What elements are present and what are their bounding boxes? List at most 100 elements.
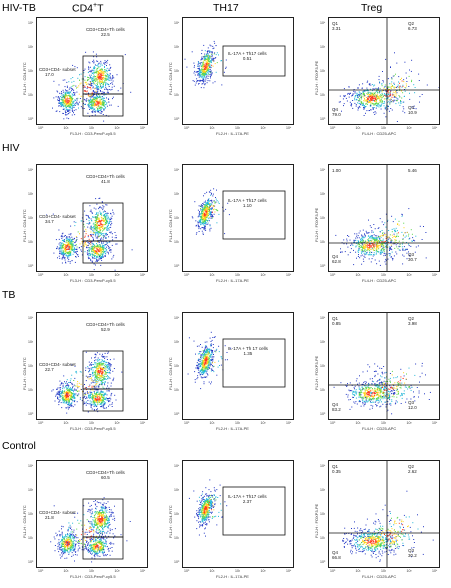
treg-plot-row4-quadrant-q1-name: Q1 — [332, 464, 339, 469]
cd4-plot-row3-gate-subset-label: CD3+CD4- subset 22.7 — [39, 362, 76, 372]
th17-plot-row4-xtick: 10⁴ — [286, 569, 292, 573]
treg-plot-row2-xtick: 10² — [381, 273, 387, 277]
treg-plot-row4-ytick: 10¹ — [320, 536, 326, 540]
cd4-plot-row1-gate-th-label: CD3+CD4+Th cells 22.5 — [86, 27, 125, 37]
treg-plot-row1-quadrant-q3-name: Q3 — [408, 105, 415, 110]
th17-plot-row1-scatter — [184, 40, 286, 89]
treg-plot-row3-xtick: 10² — [381, 421, 387, 425]
treg-plot-row2-xlabel: FL4-H : CD25-APC — [362, 278, 397, 283]
cd4-plot-row1-scatter — [52, 51, 132, 122]
cd4-plot-row4-ytick: 10⁴ — [28, 464, 34, 468]
treg-plot-row1-quadrant-q3: Q3 10.9 — [408, 105, 417, 115]
treg-plot-row3-quadrant-q4: Q4 83.2 — [332, 402, 341, 412]
cd4-plot-row4-gate-subset-value: 21.8 — [45, 515, 54, 521]
treg-plot-row2-quadrant-q2: 5.46 — [408, 168, 417, 173]
treg-plot-row1-quadrant-q2-value: 6.73 — [408, 26, 417, 32]
cd4-plot-row4-ylabel: FL1-H : CD4-FITC — [22, 505, 27, 538]
treg-plot-row3-xtick: 10⁴ — [432, 421, 438, 425]
treg-plot-row4 — [328, 460, 440, 568]
treg-plot-row3-quadrant-q2-value: 3.98 — [408, 321, 417, 327]
th17-plot-row3-ytick: 10² — [174, 364, 180, 368]
cd4-plot-row2-gate-th-name: CD3+CD4+Th cells — [86, 174, 125, 179]
treg-plot-row2-ylabel: FL2-H : FOXP3-PE — [314, 207, 319, 242]
cd4-plot-row2-xtick: 10¹ — [63, 273, 69, 277]
treg-plot-row1-quadrant-q4-name: Q4 — [332, 107, 339, 112]
th17-plot-row4-xtick: 10⁰ — [184, 569, 190, 573]
th17-plot-row3-xtick: 10³ — [260, 421, 266, 425]
cd4-text: CD4 — [72, 2, 94, 15]
cd4-plot-row3-xlabel: FL3-H : CD3-PercP-cy5.5 — [70, 426, 116, 431]
cd4-plot-row4-gate-th-name: CD3+CD4+Th cells — [86, 470, 125, 475]
th17-plot-row4-xtick: 10² — [235, 569, 241, 573]
treg-plot-row2-ytick: 10³ — [320, 192, 326, 196]
th17-plot-row1-ytick: 10³ — [174, 45, 180, 49]
treg-plot-row2-xtick: 10¹ — [355, 273, 361, 277]
th17-plot-row1-xtick: 10⁴ — [286, 126, 292, 130]
treg-plot-row4-ytick: 10⁴ — [320, 464, 326, 468]
cd4-plot-row4-ytick: 10³ — [28, 488, 34, 492]
treg-plot-row4-quadrant-q2-value: 2.62 — [408, 469, 417, 475]
treg-plot-row3-quadrant-q4-name: Q4 — [332, 402, 339, 407]
th17-plot-row4-ylabel: FL1-H : CD4-FITC — [168, 505, 173, 538]
cd4-plot-row2-xtick: 10³ — [114, 273, 120, 277]
th17-plot-row2-ylabel: FL1-H : CD4-FITC — [168, 209, 173, 242]
cd4-plot-row2-ytick: 10⁴ — [28, 168, 34, 172]
treg-plot-row1-ylabel: FL2-H : FOXP3-PE — [314, 60, 319, 95]
treg-plot-row3 — [328, 312, 440, 420]
th17-plot-row2-gate-il17a-value: 1.10 — [242, 203, 252, 209]
treg-plot-row1-quadrant-q1: Q1 3.31 — [332, 21, 341, 31]
treg-plot-row4-xtick: 10³ — [406, 569, 412, 573]
cd4-plot-row3-xtick: 10¹ — [63, 421, 69, 425]
row-label-tb: TB — [2, 289, 16, 301]
treg-plot-row2-xtick: 10⁴ — [432, 273, 438, 277]
treg-plot-row2-quadrant-q1: 1.00 — [332, 168, 341, 173]
th17-plot-row3-gate-il17a-name: IL-17A + Th 17 cells — [228, 346, 268, 351]
treg-plot-row1-ytick: 10² — [320, 69, 326, 73]
treg-plot-row3-xtick: 10⁰ — [330, 421, 336, 425]
treg-plot-row4-quadrant-q1-value: 0.35 — [332, 469, 341, 475]
cd4-plot-row3-gate-th-label: CD3+CD4+Th cells 52.9 — [86, 322, 125, 332]
cd4-plot-row2-ytick: 10⁰ — [28, 264, 34, 268]
th17-plot-row4-xtick: 10¹ — [209, 569, 215, 573]
treg-plot-row1-scatter — [329, 18, 439, 124]
row-label-hiv: HIV — [2, 142, 20, 154]
th17-plot-row2-ytick: 10⁴ — [174, 168, 180, 172]
th17-plot-row4-ytick: 10¹ — [174, 536, 180, 540]
th17-plot-row2-gate-il17a-label: IL-17A + Th17 cells 1.10 — [228, 198, 267, 208]
th17-plot-row2-xtick: 10⁴ — [286, 273, 292, 277]
treg-plot-row2-ytick: 10¹ — [320, 240, 326, 244]
cd4-plot-row4 — [36, 460, 148, 568]
treg-plot-row3-xtick: 10³ — [406, 421, 412, 425]
treg-plot-row1-quadrant-q3-value: 10.9 — [408, 110, 417, 116]
treg-plot-row3-quadrant-q1: Q1 0.85 — [332, 316, 341, 326]
cd4-plot-row2-gate-subset-name: CD3+CD4- subset — [39, 214, 76, 219]
th17-plot-row1-ylabel: FL1-H : CD4-FITC — [168, 62, 173, 95]
th17-plot-row1-ytick: 10⁰ — [174, 117, 180, 121]
cd4-plot-row2-gate-subset-label: CD3+CD4- subset 34.7 — [39, 214, 76, 224]
cd4-plot-row1-xtick: 10⁰ — [38, 126, 44, 130]
treg-plot-row3-xlabel: FL4-H : CD25-APC — [362, 426, 397, 431]
treg-plot-row1-xtick: 10⁰ — [330, 126, 336, 130]
treg-plot-row1-ytick: 10⁰ — [320, 117, 326, 121]
th17-plot-row2-ytick: 10² — [174, 216, 180, 220]
treg-plot-row2-quadrant-q1-value: 1.00 — [332, 168, 341, 173]
cd4-plot-row1-ylabel: FL1-H : CD4-FITC — [22, 62, 27, 95]
cd4-plot-row1-gate-subset — [82, 93, 124, 117]
treg-plot-row2-quadrant-q4-value: 62.8 — [332, 259, 341, 265]
cd4-plot-row1-xtick: 10² — [89, 126, 95, 130]
th17-plot-row2-ytick: 10³ — [174, 192, 180, 196]
cd4-plot-row1-xtick: 10⁴ — [140, 126, 146, 130]
cd4-plot-row1-ytick: 10³ — [28, 45, 34, 49]
treg-plot-row3-quadrant-q3-value: 12.0 — [408, 405, 417, 411]
th17-plot-row4-gate-il17a-value: 2.37 — [242, 499, 252, 505]
th17-plot-row4-ytick: 10² — [174, 512, 180, 516]
treg-plot-row4-quadrant-q3: Q3 30.2 — [408, 548, 417, 558]
th17-plot-row3-gate-il17a-value: 1.35 — [243, 351, 253, 357]
treg-plot-row1-ytick: 10⁴ — [320, 21, 326, 25]
cd4-plot-row2-ytick: 10¹ — [28, 240, 34, 244]
cd4-plot-row4-gate-subset — [82, 536, 124, 560]
cd4-plot-row2-ytick: 10³ — [28, 192, 34, 196]
th17-plot-row1-ytick: 10⁴ — [174, 21, 180, 25]
cd4-plot-row4-gate-subset-name: CD3+CD4- subset — [39, 510, 76, 515]
th17-plot-row2-ytick: 10¹ — [174, 240, 180, 244]
